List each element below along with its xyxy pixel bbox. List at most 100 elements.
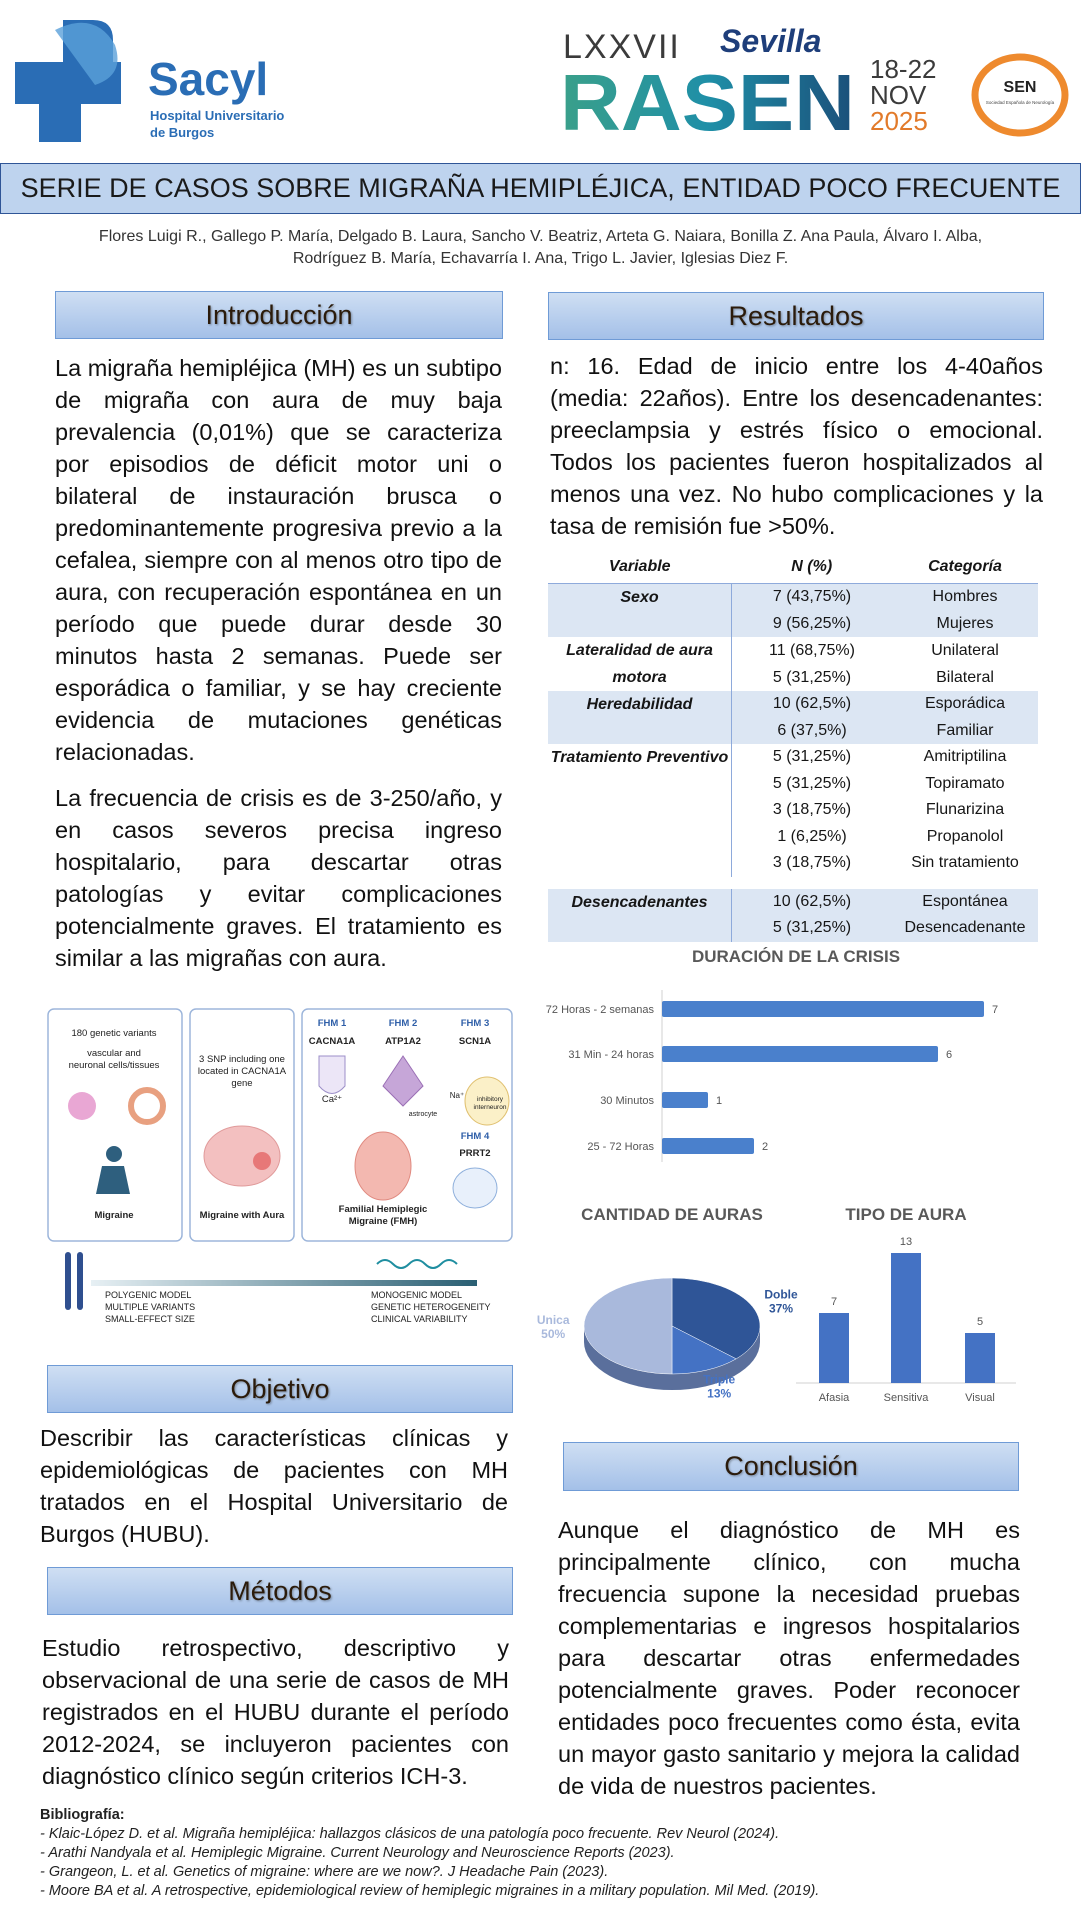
results-table: Variable N (%) Categoría Sexo 7 (43,75%) Homb… <box>548 551 1038 942</box>
figure-label: 3 SNP including one <box>199 1054 285 1065</box>
table-row: Sexo 7 (43,75%) Hombres <box>548 583 1038 637</box>
value-label: 5 <box>977 1316 983 1328</box>
month: NOV <box>870 80 927 110</box>
variable-cell: Desencadenantes <box>548 888 732 942</box>
reference: - Grangeon, L. et al. Genetics of migrai… <box>40 1864 609 1880</box>
value-label: 2 <box>762 1141 768 1153</box>
figure-label: neuronal cells/tissues <box>69 1060 160 1071</box>
figure-panel <box>189 1008 295 1242</box>
figure-label: CLINICAL VARIABILITY <box>371 1314 468 1324</box>
interneuron-icon <box>464 1076 510 1126</box>
figure-caption: Familial Hemiplegic <box>339 1204 428 1215</box>
table-row: 3 (18,75%) Sin tratamiento <box>548 850 1038 877</box>
bibliography-heading: Bibliografía: <box>40 1807 125 1823</box>
spacer <box>548 877 1038 889</box>
reference: - Arathi Nandyala et al. Hemiplegic Migr… <box>40 1845 675 1861</box>
count-cell: 1 (6,25%) <box>731 823 892 850</box>
category-cell: Hombres <box>892 583 1038 611</box>
city: Sevilla <box>720 23 821 59</box>
bibliography: Bibliografía: - Klaic-López D. et al. Mi… <box>40 1806 1060 1901</box>
astrocyte-icon <box>382 1055 424 1107</box>
pie-slice <box>671 1325 737 1375</box>
figure-label: ATP1A2 <box>385 1036 421 1047</box>
pie-slice <box>583 1277 673 1375</box>
column-header: Variable <box>548 551 732 584</box>
category-cell: Propanolol <box>926 827 1004 845</box>
hospital-line: de Burgos <box>150 125 214 140</box>
brain-icon <box>354 1131 412 1201</box>
table-row: 9 (56,25%) Mujeres <box>548 610 1038 637</box>
reference: - Moore BA et al. A retrospective, epide… <box>40 1883 820 1899</box>
category-cell: Mujeres <box>892 610 1038 637</box>
aura-icon <box>253 1152 271 1170</box>
slice-value: 13% <box>707 1386 731 1400</box>
value-label: 1 <box>716 1095 722 1107</box>
value-label: 13 <box>900 1236 912 1248</box>
figure-label: SCN1A <box>459 1036 491 1047</box>
year: 2025 <box>870 106 928 136</box>
synapse-icon <box>452 1167 498 1209</box>
figure-label: 180 genetic variants <box>71 1028 156 1039</box>
category-label: Visual <box>965 1392 995 1404</box>
figure-label: GENETIC HETEROGENEITY <box>371 1302 491 1312</box>
bar <box>662 1001 984 1017</box>
bar <box>965 1333 995 1383</box>
category-label: 25 - 72 Horas <box>587 1141 654 1153</box>
figure-label: POLYGENIC MODEL <box>105 1290 191 1300</box>
table-row: Heredabilidad 10 (62,5%) Esporádica <box>548 691 1038 744</box>
table-row: 5 (31,25%) Topiramato <box>548 770 1038 797</box>
category-label: 72 Horas - 2 semanas <box>546 1004 655 1016</box>
category-cell: Bilateral <box>936 668 994 686</box>
figure-label: CACNA1A <box>309 1036 356 1047</box>
figure-label: FHM 2 <box>389 1018 418 1029</box>
synapse-icon <box>318 1055 346 1094</box>
category-cell: Sin tratamiento <box>911 854 1019 872</box>
bar <box>662 1138 754 1154</box>
variable-cell: Lateralidad de aura motora <box>566 642 713 686</box>
results-text: n: 16. Edad de inicio entre los 4-40años… <box>550 353 1043 539</box>
pie-slice <box>671 1277 761 1360</box>
paragraph: La frecuencia de crisis es de 3-250/año,… <box>55 785 502 971</box>
slice-label: Doble <box>764 1287 798 1301</box>
person-icon <box>106 1146 122 1162</box>
table-row: Tratamiento Preventivo 5 (31,25%) Amitript… <box>548 744 1038 771</box>
count-cell: 5 (31,25%) <box>731 664 892 691</box>
count-cell: 11 (68,75%) <box>731 637 892 664</box>
section-heading: Introducción <box>55 291 503 339</box>
column-header: N (%) <box>731 551 892 584</box>
category-label: 31 Min - 24 horas <box>568 1049 654 1061</box>
chart-title: DURACIÓN DE LA CRISIS <box>692 947 900 966</box>
category-cell: Desencadenante <box>892 915 1038 942</box>
table-row: 6 (37,5%) Familiar <box>548 717 1038 744</box>
figure-label: gene <box>231 1078 252 1089</box>
count-cell: 5 (31,25%) <box>731 744 892 771</box>
conclusion-text: Aunque el diagnóstico de MH es principal… <box>558 1517 1020 1799</box>
bar <box>891 1253 921 1383</box>
hospital-line: Hospital Universitario <box>150 108 284 123</box>
figure-label: MONOGENIC MODEL <box>371 1290 462 1300</box>
count-cell: 3 (18,75%) <box>731 850 892 877</box>
value-label: 7 <box>831 1296 837 1308</box>
count-cell: 3 (18,75%) <box>731 797 892 824</box>
figure-panel <box>47 1008 183 1242</box>
dates: 18-22 <box>870 54 937 84</box>
genetics-figure: 180 genetic variants vascular and neuron… <box>47 1008 513 1324</box>
slice-value: 37% <box>769 1301 793 1315</box>
table-row: 5 (31,25%) Bilateral <box>548 664 1038 691</box>
authors: Flores Luigi R., Gallego P. María, Delga… <box>98 228 983 267</box>
category-label: Afasia <box>819 1392 850 1404</box>
section-heading: Resultados <box>548 292 1044 340</box>
value-label: 6 <box>946 1049 952 1061</box>
pie-depth <box>584 1326 760 1390</box>
figure-label: FHM 3 <box>461 1018 490 1029</box>
count-cell: 10 (62,5%) <box>731 691 892 718</box>
figure-label: FHM 4 <box>461 1131 490 1142</box>
header-logos: Sacyl Hospital Universitario de Burgos L… <box>15 20 1069 147</box>
figure-label: interneuron <box>474 1104 507 1111</box>
section-heading: Métodos <box>47 1567 513 1615</box>
category-cell: Unilateral <box>931 641 999 659</box>
section-heading: Conclusión <box>563 1442 1019 1491</box>
congress: RASEN <box>560 58 855 147</box>
